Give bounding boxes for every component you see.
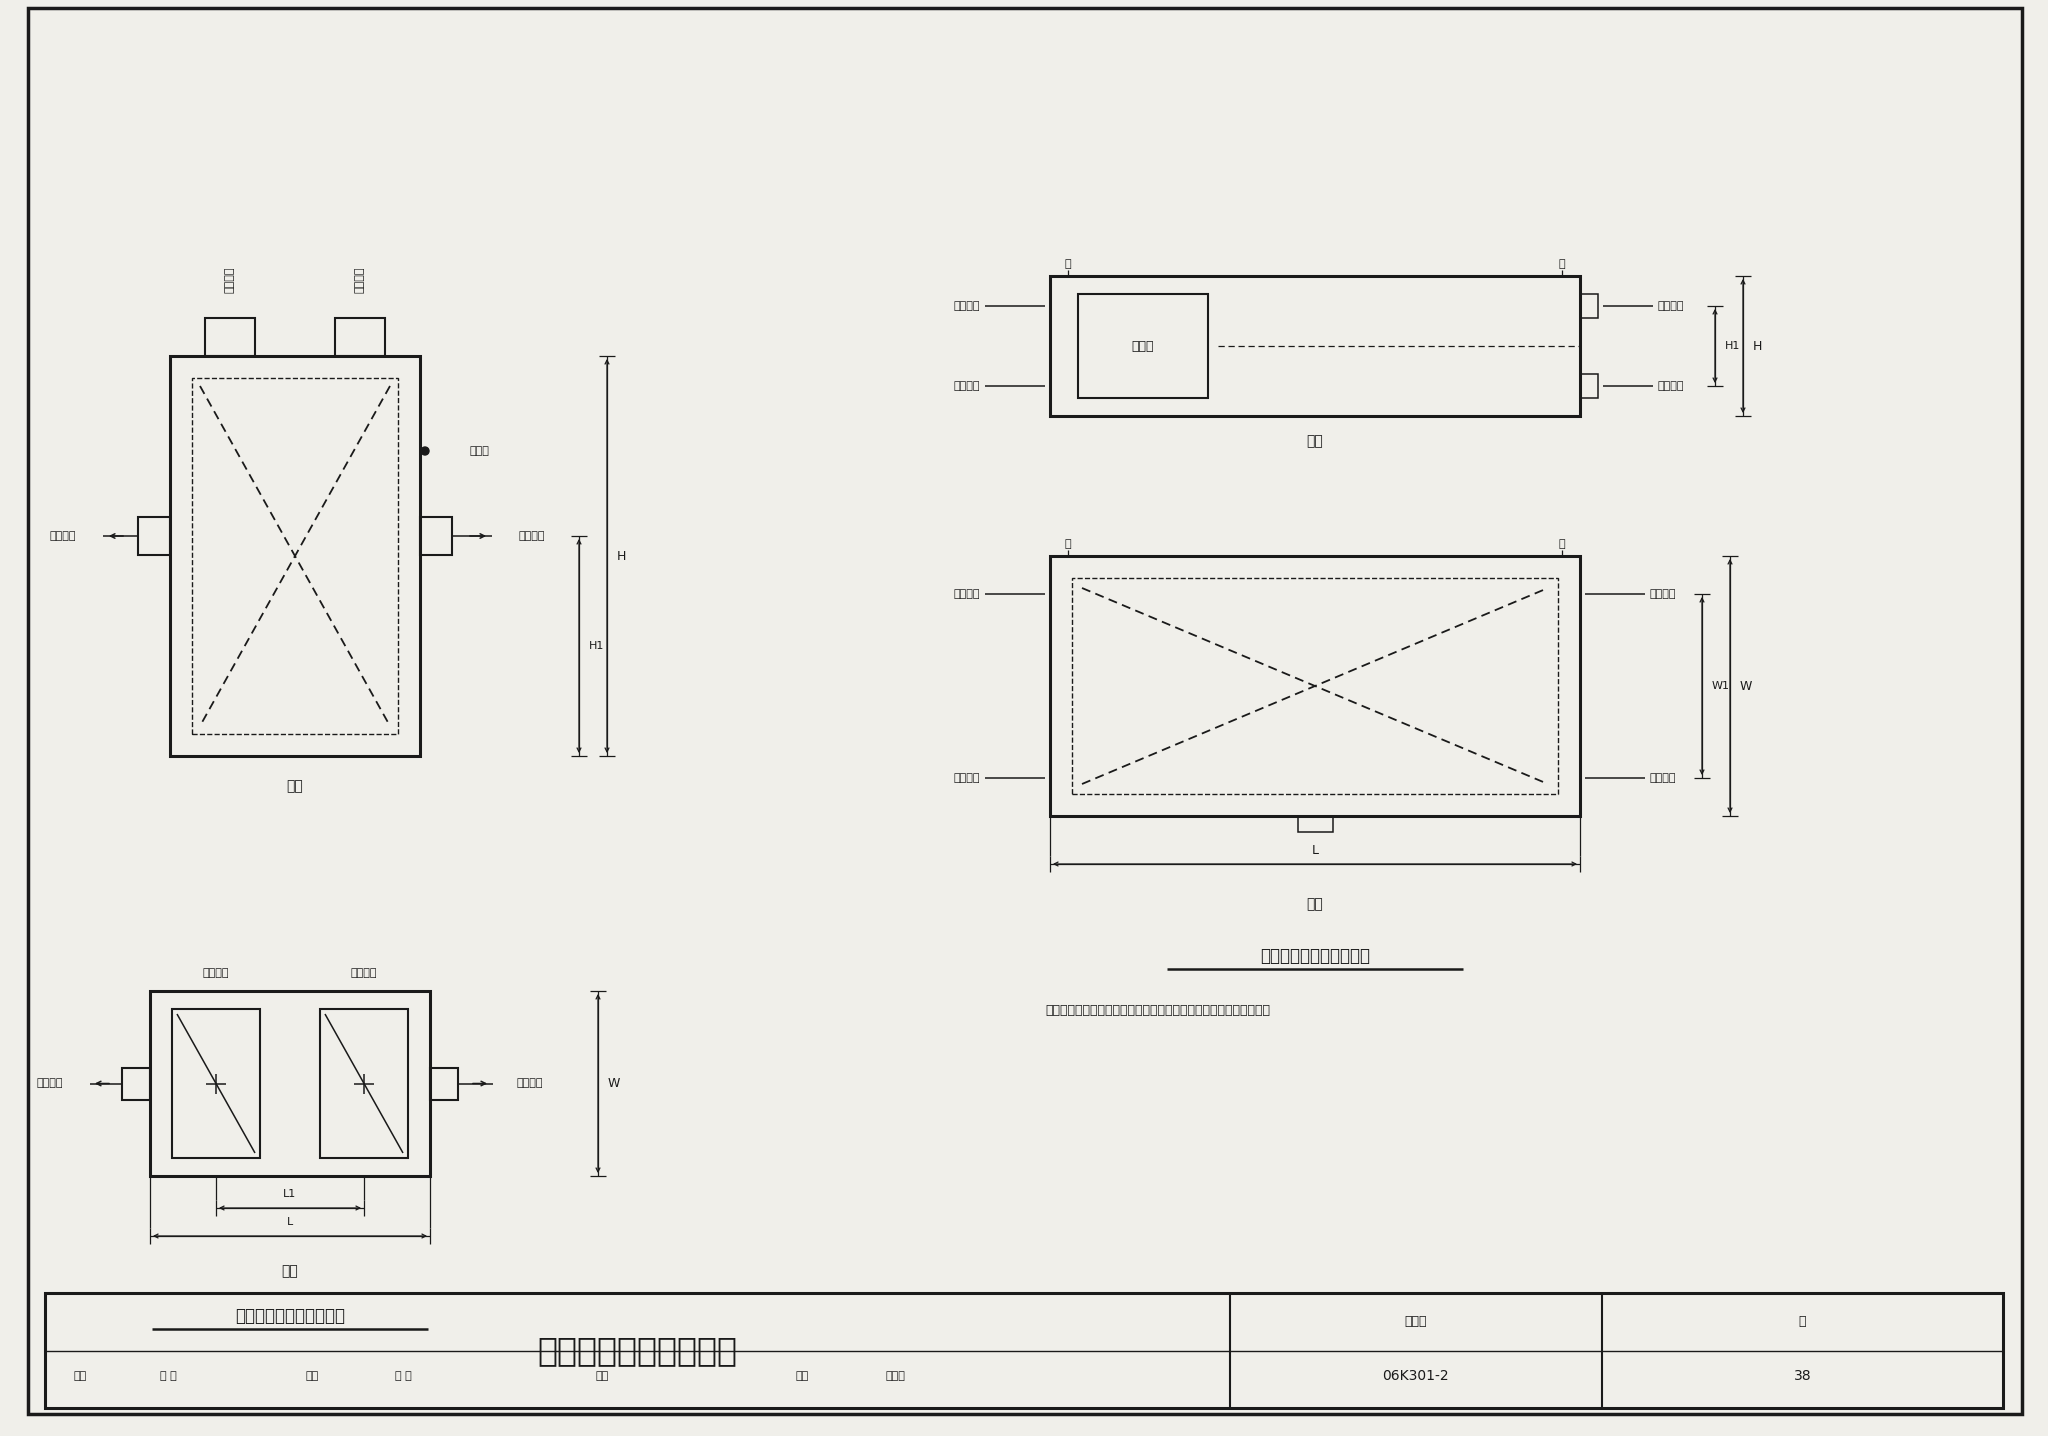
Text: 王立峰: 王立峰 <box>885 1371 905 1381</box>
Text: 甲: 甲 <box>1559 258 1565 269</box>
Bar <box>1071 579 1559 794</box>
Text: 立面: 立面 <box>287 778 303 793</box>
Text: L: L <box>287 1216 293 1226</box>
Text: 校对: 校对 <box>305 1371 317 1381</box>
Text: H: H <box>616 550 627 563</box>
Text: 06K301-2: 06K301-2 <box>1382 1369 1448 1383</box>
Text: 审定: 审定 <box>596 1371 608 1381</box>
Bar <box>123 1067 150 1100</box>
Text: H1: H1 <box>590 640 604 651</box>
Text: 电控盒: 电控盒 <box>1133 339 1155 352</box>
Text: W: W <box>608 1077 621 1090</box>
Text: 立面: 立面 <box>1307 434 1323 448</box>
Bar <box>336 317 385 356</box>
Bar <box>1077 294 1208 398</box>
Text: 页: 页 <box>1798 1315 1806 1328</box>
Text: 排风出口: 排风出口 <box>954 381 981 391</box>
Text: 审核: 审核 <box>74 1371 86 1381</box>
Text: L1: L1 <box>283 1189 297 1199</box>
Text: H: H <box>1753 339 1763 352</box>
Bar <box>420 517 453 554</box>
Text: 平面: 平面 <box>283 1264 299 1278</box>
Bar <box>1579 373 1597 398</box>
Text: 立柜式热回收装置外形图: 立柜式热回收装置外形图 <box>236 1307 344 1325</box>
Bar <box>430 1067 459 1100</box>
Bar <box>193 378 397 734</box>
Text: 排风出口: 排风出口 <box>49 531 76 541</box>
Text: 甲: 甲 <box>1065 538 1071 549</box>
Text: 吊顶式热回收装置外形图: 吊顶式热回收装置外形图 <box>1260 946 1370 965</box>
Text: 新风入口: 新风入口 <box>954 589 981 599</box>
Bar <box>205 317 256 356</box>
Bar <box>319 1010 408 1157</box>
Text: 新风出口: 新风出口 <box>518 531 545 541</box>
Text: 38: 38 <box>1794 1369 1810 1383</box>
Text: L: L <box>1311 843 1319 856</box>
Text: 排风入口: 排风入口 <box>350 968 377 978</box>
Bar <box>170 356 420 755</box>
Text: 甲: 甲 <box>1065 258 1071 269</box>
Bar <box>45 1292 2003 1409</box>
Bar <box>137 517 170 554</box>
Text: 热回收通风装置外形图: 热回收通风装置外形图 <box>537 1334 737 1367</box>
Text: 季 伟: 季 伟 <box>160 1371 176 1381</box>
Text: 电控盒: 电控盒 <box>469 447 489 457</box>
Text: 平面: 平面 <box>1307 898 1323 910</box>
Bar <box>1051 276 1579 416</box>
Text: H1: H1 <box>1724 340 1741 350</box>
Text: 注：本图为热回收通风装置的外形图，该类装置也可加装冷热盘管。: 注：本图为热回收通风装置的外形图，该类装置也可加装冷热盘管。 <box>1044 1005 1270 1018</box>
Bar <box>1298 816 1333 831</box>
Circle shape <box>422 447 428 455</box>
Bar <box>1051 556 1579 816</box>
Text: 新风出口: 新风出口 <box>516 1078 543 1088</box>
Text: 甲: 甲 <box>1559 538 1565 549</box>
Text: 新风出口: 新风出口 <box>1651 773 1677 783</box>
Text: 设计: 设计 <box>795 1371 809 1381</box>
Text: 排风入口: 排风入口 <box>225 267 236 293</box>
Text: 排风入口: 排风入口 <box>1659 302 1686 312</box>
Text: 图集号: 图集号 <box>1405 1315 1427 1328</box>
Text: 周 敏: 周 敏 <box>395 1371 412 1381</box>
Bar <box>150 991 430 1176</box>
Bar <box>172 1010 260 1157</box>
Text: 排风出口: 排风出口 <box>37 1078 63 1088</box>
Text: 排风出口: 排风出口 <box>954 773 981 783</box>
Bar <box>1579 294 1597 317</box>
Text: 新风入口: 新风入口 <box>354 267 365 293</box>
Text: 排风入口: 排风入口 <box>1651 589 1677 599</box>
Text: W1: W1 <box>1712 681 1731 691</box>
Text: 新风出口: 新风出口 <box>1659 381 1686 391</box>
Text: 新风入口: 新风入口 <box>954 302 981 312</box>
Text: 新风入口: 新风入口 <box>203 968 229 978</box>
Text: W: W <box>1741 679 1753 692</box>
